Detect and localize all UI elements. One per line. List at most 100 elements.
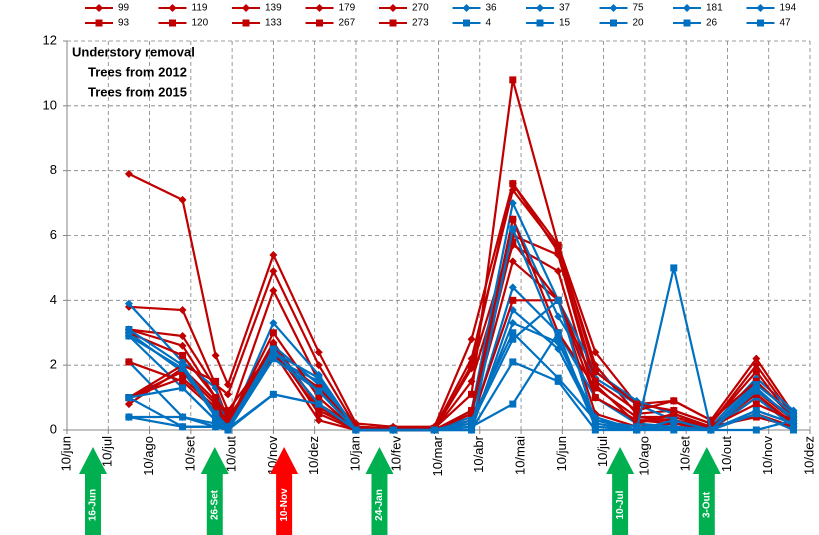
marker [468,407,476,415]
note: Trees from 2015 [88,84,187,99]
marker [670,423,678,431]
legend-label: 4 [486,18,492,29]
marker [315,394,323,402]
marker [468,390,476,398]
marker [554,248,562,256]
arrow [692,447,721,535]
marker [179,384,187,392]
marker [789,426,797,434]
marker [124,169,133,178]
legend-marker [242,4,250,12]
marker [591,394,599,402]
marker [125,326,133,334]
legend-marker [610,19,617,27]
marker [269,348,277,356]
marker [509,238,517,246]
x-tick-label: 10/jul [100,436,115,467]
legend-label: 267 [339,18,356,29]
marker [591,368,599,376]
marker [633,416,641,424]
marker [178,306,187,315]
arrow-label: 10-Jul [615,490,626,519]
marker [269,319,278,328]
legend-marker [756,4,765,12]
marker [509,215,517,223]
y-tick-label: 12 [43,32,57,47]
note: Understory removal [72,44,195,59]
marker [554,344,563,353]
marker [178,331,187,340]
legend-label: 120 [192,18,209,29]
marker [633,407,641,415]
marker [789,413,797,421]
marker [509,76,517,84]
x-tick-label: 10/abr [471,435,486,473]
y-tick-label: 0 [50,421,57,436]
marker [124,299,133,308]
arrow-label: 16-Jun [88,489,99,521]
legend-label: 179 [339,3,356,14]
marker [269,286,278,295]
legend-label: 99 [118,3,130,14]
x-tick-label: 10/jun [554,436,569,471]
marker [752,368,760,376]
marker [269,267,278,276]
arrow [365,447,394,535]
marker [752,361,761,370]
marker [125,413,133,421]
y-tick-label: 6 [50,227,57,242]
x-tick-label: 10/ago [636,436,651,476]
marker [670,416,678,424]
legend-label: 36 [486,3,498,14]
y-tick-label: 4 [50,292,57,307]
marker [212,403,220,411]
series [124,199,798,434]
marker [670,397,678,405]
note: Trees from 2012 [88,64,187,79]
x-tick-label: 10/set [678,436,693,472]
marker [554,267,563,276]
series-line [128,243,795,432]
marker [509,296,517,304]
marker [212,410,220,418]
marker [314,361,323,370]
x-tick-label: 10/jul [595,436,610,467]
x-tick-label: 10/ago [141,436,156,476]
legend-marker [169,19,176,27]
legend-marker [536,4,544,12]
marker [591,384,599,392]
legend-label: 139 [265,3,282,14]
marker [269,250,278,259]
marker [269,390,277,398]
marker [633,400,641,408]
arrow-label: 3-Out [701,491,712,518]
marker [509,329,517,337]
legend-label: 47 [780,18,792,29]
legend-marker [389,4,397,12]
legend-label: 133 [265,18,282,29]
x-tick-label: 10/set [182,436,197,472]
series-line [128,225,795,433]
arrow-label: 10-Nov [279,488,290,522]
marker [752,426,760,434]
legend-marker [462,4,471,12]
legend-label: 194 [780,3,797,14]
marker [508,319,517,328]
x-tick-label: 10/mai [512,436,527,475]
x-tick-label: 10/out [224,436,239,473]
y-tick-label: 2 [50,357,57,372]
marker [591,348,600,357]
marker [554,377,562,385]
marker [352,426,360,434]
marker [508,283,517,292]
marker [269,355,277,363]
marker [212,394,220,402]
legend-marker [683,19,691,27]
arrow [270,447,299,535]
series-line [128,215,794,432]
legend-marker [683,4,691,12]
marker [752,407,760,415]
marker [179,423,187,431]
legend-marker [95,4,103,12]
series-line [128,239,794,432]
